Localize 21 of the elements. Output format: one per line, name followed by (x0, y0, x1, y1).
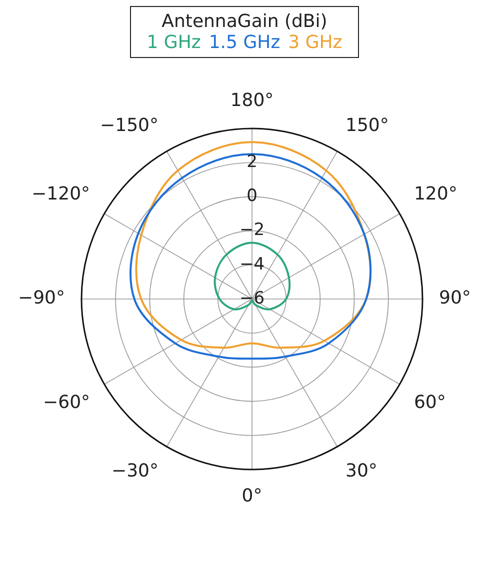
y-tick-label: 0 (246, 186, 258, 206)
spoke-label: 90° (439, 288, 471, 309)
spoke-label: 30° (346, 460, 378, 482)
y-tick-label: −4 (239, 254, 265, 274)
legend-title: AntennaGain (dBi) (160, 11, 328, 32)
spoke-label: 0° (242, 485, 262, 506)
text: 3 GHz (288, 32, 342, 53)
spoke-label: 180° (230, 90, 274, 111)
spoke-label: −30° (111, 460, 158, 482)
spoke-label: 120° (414, 183, 458, 204)
y-tick-label: 2 (246, 152, 258, 172)
spoke-label: −90° (18, 288, 65, 309)
spoke-label: −120° (32, 183, 90, 204)
spoke-label: 150° (346, 114, 389, 136)
y-tick-label: −2 (239, 220, 265, 240)
spoke-label: −60° (43, 392, 90, 413)
spoke-label: 60° (414, 392, 446, 413)
spoke-label: −150° (100, 114, 158, 136)
text: 1 GHz (146, 32, 201, 53)
text: 1.5 GHz (208, 32, 280, 53)
y-tick-label: −6 (239, 288, 265, 308)
